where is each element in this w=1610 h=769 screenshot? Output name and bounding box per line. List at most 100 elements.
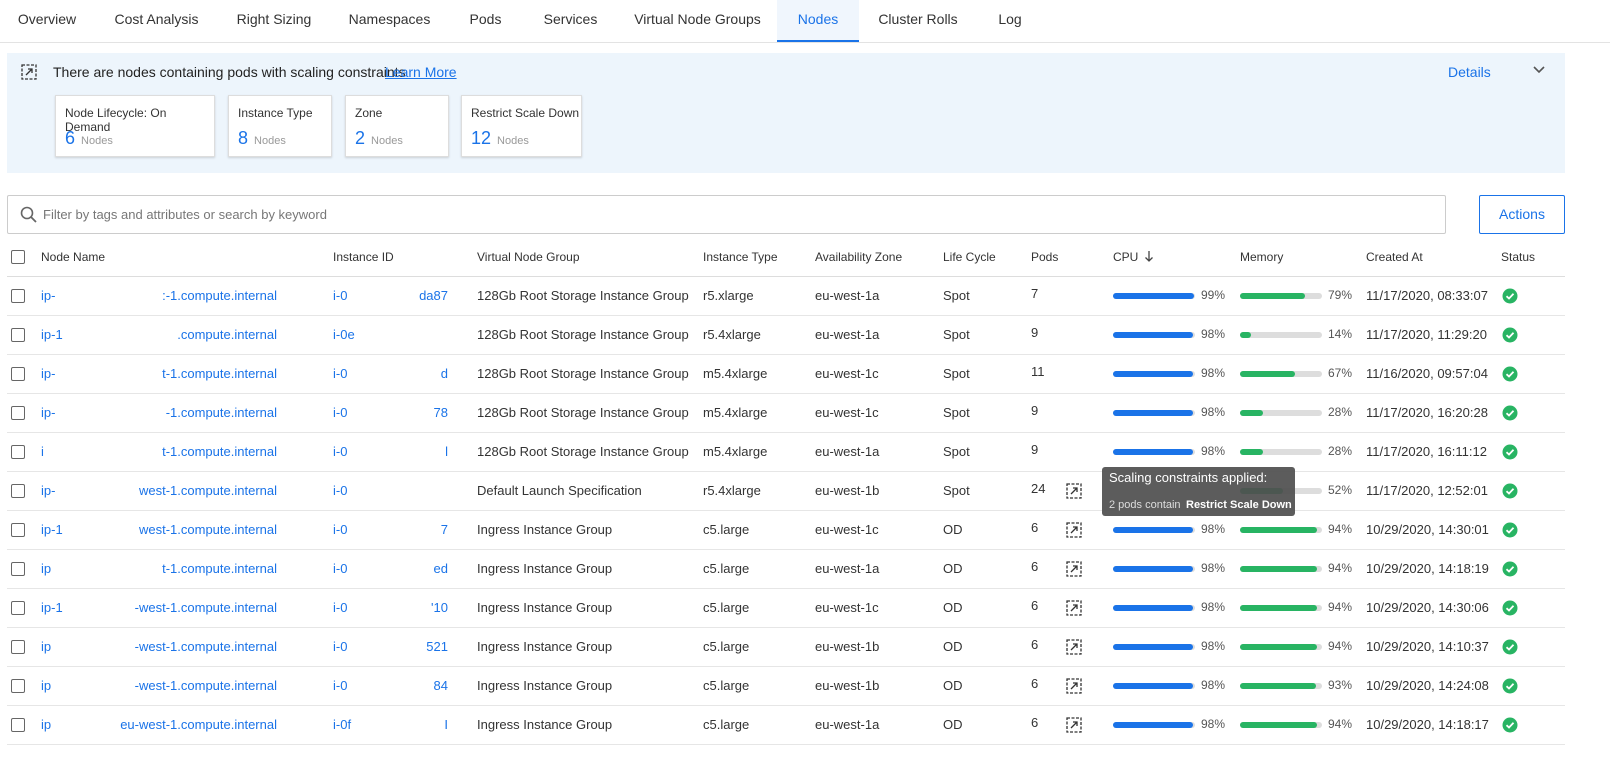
- node-name-end[interactable]: eu-west-1.compute.internal: [120, 717, 277, 732]
- tab[interactable]: Namespaces: [348, 11, 431, 27]
- tab[interactable]: Nodes: [777, 0, 859, 42]
- constraint-icon[interactable]: [1066, 717, 1082, 736]
- instance-id-start[interactable]: i-0: [333, 405, 348, 420]
- instance-id-start[interactable]: i-0: [333, 444, 348, 459]
- constraint-icon[interactable]: [1066, 561, 1082, 580]
- row-checkbox[interactable]: [11, 601, 25, 615]
- instance-id-start[interactable]: i-0e: [333, 327, 355, 342]
- instance-id-start[interactable]: i-0: [333, 561, 348, 576]
- search-box[interactable]: Filter by tags and attributes or search …: [7, 195, 1446, 234]
- row-checkbox[interactable]: [11, 406, 25, 420]
- actions-button[interactable]: Actions: [1479, 195, 1565, 234]
- instance-id-start[interactable]: i-0f: [333, 717, 352, 732]
- node-name-end[interactable]: :-1.compute.internal: [162, 288, 277, 303]
- column-header[interactable]: CPU: [1113, 250, 1139, 264]
- node-name-start[interactable]: ip: [41, 717, 52, 732]
- tab[interactable]: Virtual Node Groups: [634, 11, 761, 27]
- node-name-start[interactable]: ip-1: [41, 522, 63, 537]
- summary-card[interactable]: Zone 2 Nodes: [345, 95, 449, 157]
- node-name-end[interactable]: t-1.compute.internal: [162, 561, 277, 576]
- tab[interactable]: Cost Analysis: [114, 11, 199, 27]
- summary-card[interactable]: Restrict Scale Down 12 Nodes: [461, 95, 582, 157]
- tab[interactable]: Right Sizing: [236, 11, 312, 27]
- node-name-end[interactable]: west-1.compute.internal: [138, 483, 277, 498]
- row-checkbox[interactable]: [11, 328, 25, 342]
- node-name-end[interactable]: t-1.compute.internal: [162, 444, 277, 459]
- column-header[interactable]: Pods: [1031, 250, 1059, 264]
- virtual-node-group: Ingress Instance Group: [477, 561, 613, 576]
- instance-id-start[interactable]: i-0: [333, 483, 348, 498]
- instance-id-end[interactable]: 84: [433, 678, 448, 693]
- constraint-icon[interactable]: [1066, 678, 1082, 697]
- node-name-start[interactable]: ip-: [41, 288, 56, 303]
- column-header[interactable]: Virtual Node Group: [477, 250, 580, 264]
- column-header[interactable]: Instance ID: [333, 250, 394, 264]
- chevron[interactable]: [1532, 65, 1546, 75]
- node-name-start[interactable]: ip-: [41, 405, 56, 420]
- learn-more[interactable]: Learn More: [385, 64, 457, 80]
- constraint-icon[interactable]: [1066, 639, 1082, 658]
- row-checkbox[interactable]: [11, 679, 25, 693]
- instance-id-start[interactable]: i-0: [333, 366, 348, 381]
- instance-id-end[interactable]: 7: [440, 522, 448, 537]
- node-name-start[interactable]: ip-: [41, 483, 56, 498]
- details[interactable]: Details: [1448, 64, 1491, 80]
- instance-id-end[interactable]: '10: [431, 600, 448, 615]
- tab[interactable]: Overview: [17, 11, 77, 27]
- node-name-end[interactable]: -1.compute.internal: [165, 405, 277, 420]
- header-checkbox[interactable]: [11, 250, 25, 264]
- node-name-start[interactable]: ip-1: [41, 600, 63, 615]
- node-name-start[interactable]: ip: [41, 639, 52, 654]
- node-name-start[interactable]: ip-: [41, 366, 56, 381]
- tab[interactable]: Log: [998, 11, 1022, 27]
- column-header[interactable]: Created At: [1366, 250, 1423, 264]
- constraint-icon[interactable]: [1066, 600, 1082, 619]
- node-name-end[interactable]: -west-1.compute.internal: [134, 639, 277, 654]
- instance-id-end[interactable]: l: [445, 444, 448, 459]
- node-name-end[interactable]: -west-1.compute.internal: [134, 600, 277, 615]
- node-name-start[interactable]: ip: [41, 561, 52, 576]
- node-name-end[interactable]: t-1.compute.internal: [162, 366, 277, 381]
- column-header[interactable]: Memory: [1240, 250, 1284, 264]
- instance-id-start[interactable]: i-0: [333, 639, 348, 654]
- cpu-bar: [1113, 527, 1194, 533]
- constraint-icon[interactable]: [1066, 522, 1082, 541]
- instance-id-start[interactable]: i-0: [333, 522, 348, 537]
- column-header[interactable]: Availability Zone: [815, 250, 903, 264]
- row-checkbox[interactable]: [11, 523, 25, 537]
- instance-id-end[interactable]: I: [444, 717, 448, 732]
- tab[interactable]: Services: [543, 11, 598, 27]
- instance-id-start[interactable]: i-0: [333, 600, 348, 615]
- instance-id-end[interactable]: 78: [433, 405, 448, 420]
- row-checkbox[interactable]: [11, 445, 25, 459]
- node-name-start[interactable]: i: [41, 444, 44, 459]
- tab[interactable]: Cluster Rolls: [878, 11, 958, 27]
- row-checkbox[interactable]: [11, 484, 25, 498]
- summary-card[interactable]: Node Lifecycle: On Demand 6 Nodes: [55, 95, 215, 157]
- row-checkbox[interactable]: [11, 718, 25, 732]
- row-checkbox[interactable]: [11, 367, 25, 381]
- instance-id-end[interactable]: 521: [426, 639, 448, 654]
- column-header[interactable]: Node Name: [41, 250, 106, 264]
- icon: [21, 64, 37, 80]
- node-name-end[interactable]: west-1.compute.internal: [138, 522, 277, 537]
- row-checkbox[interactable]: [11, 640, 25, 654]
- node-name-start[interactable]: ip-1: [41, 327, 63, 342]
- status-icon: [1502, 327, 1518, 346]
- node-name-start[interactable]: ip: [41, 678, 52, 693]
- tab[interactable]: Pods: [469, 11, 502, 27]
- instance-id-end[interactable]: da87: [419, 288, 448, 303]
- row-checkbox[interactable]: [11, 289, 25, 303]
- row-checkbox[interactable]: [11, 562, 25, 576]
- column-header[interactable]: Life Cycle: [943, 250, 996, 264]
- instance-id-end[interactable]: d: [440, 366, 448, 381]
- column-header[interactable]: Status: [1501, 250, 1536, 264]
- instance-id-start[interactable]: i-0: [333, 678, 348, 693]
- summary-card[interactable]: Instance Type 8 Nodes: [228, 95, 332, 157]
- node-name-end[interactable]: .compute.internal: [177, 327, 277, 342]
- constraint-icon[interactable]: [1066, 483, 1082, 502]
- node-name-end[interactable]: -west-1.compute.internal: [134, 678, 277, 693]
- column-header[interactable]: Instance Type: [703, 250, 778, 264]
- instance-id-start[interactable]: i-0: [333, 288, 348, 303]
- instance-id-end[interactable]: ed: [433, 561, 448, 576]
